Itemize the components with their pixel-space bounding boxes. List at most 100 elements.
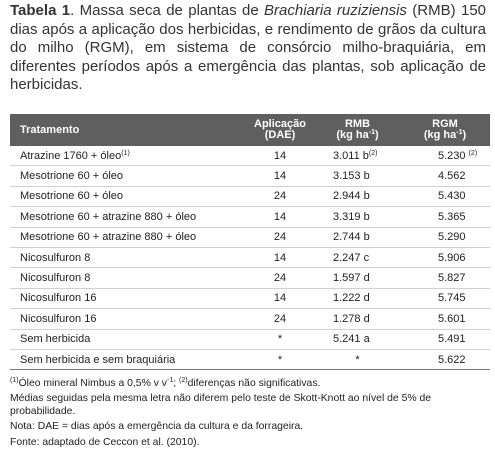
table-cell: 5.241 a <box>315 329 400 350</box>
text: 14 <box>273 210 287 223</box>
table-cell: Nicosulfuron 16 <box>10 308 245 330</box>
text-segment: RMB <box>344 118 371 130</box>
table-cell: 2.744 b <box>315 227 400 248</box>
text: * <box>355 353 360 366</box>
text-segment: -1 <box>166 377 174 384</box>
text-segment: Tabela 1 <box>10 2 71 19</box>
text: 24 <box>273 312 287 325</box>
text: 1.222 d <box>333 292 370 305</box>
footnote: Médias seguidas pela mesma letra não dif… <box>10 393 490 418</box>
text: 5.491 <box>438 333 466 346</box>
table-cell: Sem herbicida <box>10 329 245 350</box>
table-row: Nicosulfuron 8 14 2.247 c 5.906 <box>10 247 490 269</box>
table-row: Mesotrione 60 + atrazine 880 + óleo 14 3.3… <box>10 206 490 228</box>
table-row: Sem herbicida e sem braquiária * * 5.622 <box>10 349 490 371</box>
text-segment: Óleo mineral Nimbus a 0,5% v v <box>18 378 167 389</box>
text: 5.290 <box>438 231 466 244</box>
text: Mesotrione 60 + óleo <box>20 170 124 183</box>
text: 3.319 b <box>333 210 370 223</box>
text: 5.241 a <box>333 333 370 346</box>
text-segment: . Massa seca de plantas de <box>70 2 265 19</box>
table-cell: 5.622 <box>400 349 490 371</box>
text: 5.827 <box>438 272 466 285</box>
table-cell: 5.290 <box>400 227 490 248</box>
text: 5.601 <box>438 312 466 325</box>
text: 1.278 d <box>333 312 370 325</box>
table-cell: 1.597 d <box>315 267 400 289</box>
table-row: Nicosulfuron 16 14 1.222 d 5.745 <box>10 288 490 310</box>
header-cell: RMB (kg ha-1) <box>315 114 400 146</box>
text-segment: ; <box>173 378 179 389</box>
text-segment: (1) <box>121 149 130 157</box>
text-segment: 5.230 <box>438 149 469 162</box>
table-cell: 5.827 <box>400 267 490 289</box>
table-cell: Nicosulfuron 16 <box>10 288 245 310</box>
text: 14 <box>273 292 287 305</box>
table-cell: 14 <box>245 165 315 187</box>
table-cell: 5.906 <box>400 247 490 269</box>
text: * <box>277 333 283 346</box>
table-cell: * <box>245 349 315 371</box>
table-cell: 5.230 (2) <box>400 146 490 167</box>
text-segment: (DAE) <box>264 129 296 141</box>
table-cell: Nicosulfuron 8 <box>10 247 245 269</box>
table-cell: 5.365 <box>400 206 490 228</box>
text: 5.906 <box>438 251 466 264</box>
text-segment: diferenças não significativas. <box>187 378 321 389</box>
text-segment: Aplicação <box>254 118 306 130</box>
text: 2.744 b <box>333 231 370 244</box>
text: 14 <box>273 149 287 162</box>
table-row: Nicosulfuron 16 24 1.278 d 5.601 <box>10 308 490 330</box>
data-table: Tratamento Aplicação (DAE) RMB (kg ha-1) RGM(… <box>10 114 490 371</box>
text-segment: ) <box>462 129 467 141</box>
header-cell: Tratamento <box>10 114 245 146</box>
table-cell: * <box>315 349 400 371</box>
table-cell: 5.745 <box>400 288 490 310</box>
text: Mesotrione 60 + atrazine 880 + óleo <box>20 210 197 223</box>
text-segment: RGM <box>432 118 458 130</box>
text: * <box>277 353 283 366</box>
text: Mesotrione 60 + atrazine 880 + óleo <box>20 231 197 244</box>
text-segment: ) <box>374 129 379 141</box>
text: Mesotrione 60 + óleo <box>20 190 124 203</box>
table-cell: Atrazine 1760 + óleo(1) <box>10 146 245 167</box>
footnotes: (1)Óleo mineral Nimbus a 0,5% v v-1; (2)… <box>10 377 490 452</box>
table-row: Mesotrione 60 + óleo 14 3.153 b 4.562 <box>10 165 490 187</box>
footnote: Fonte: adaptado de Ceccon et al. (2010). <box>10 437 490 449</box>
text-segment: Tratamento <box>20 123 80 136</box>
table-row: Atrazine 1760 + óleo(1) 14 3.011 b(2) 5.230… <box>10 146 490 167</box>
table-cell: 5.491 <box>400 329 490 350</box>
text-segment: Brachiaria ruziziensis <box>264 2 407 19</box>
text: 14 <box>273 251 287 264</box>
table-cell: 24 <box>245 308 315 330</box>
table-cell: 1.278 d <box>315 308 400 330</box>
text: 3.153 b <box>333 170 370 183</box>
text: 4.562 <box>438 170 466 183</box>
table-cell: 14 <box>245 146 315 167</box>
text-segment: 3.011 b <box>333 149 369 162</box>
text: 5.365 <box>438 210 466 223</box>
table-cell: * <box>245 329 315 350</box>
header-cell: Aplicação (DAE) <box>245 114 315 146</box>
text-segment: (1) <box>10 377 19 384</box>
table-cell: 24 <box>245 227 315 248</box>
text-segment: (kg ha <box>336 129 369 141</box>
text: Nicosulfuron 16 <box>20 312 97 325</box>
text: Sem herbicida e sem braquiária <box>20 353 176 366</box>
table-cell: 2.944 b <box>315 186 400 208</box>
text: 1.597 d <box>333 272 370 285</box>
text: 24 <box>273 231 287 244</box>
text: Nicosulfuron 8 <box>20 272 91 285</box>
table-cell: 3.319 b <box>315 206 400 228</box>
text: Nota: DAE = dias após a emergência da cu… <box>10 421 304 433</box>
table-row: Sem herbicida * 5.241 a 5.491 <box>10 329 490 350</box>
table-cell: Sem herbicida e sem braquiária <box>10 349 245 371</box>
table-cell: 5.601 <box>400 308 490 330</box>
table-cell: Mesotrione 60 + atrazine 880 + óleo <box>10 227 245 248</box>
text: 2.944 b <box>333 190 370 203</box>
text-segment: (2) <box>179 377 188 384</box>
table-caption: Tabela 1. Massa seca de plantas de Brach… <box>10 2 486 95</box>
text-segment: (kg ha <box>423 129 457 141</box>
header-row: Tratamento Aplicação (DAE) RMB (kg ha-1) RGM(… <box>10 114 490 146</box>
table-row: Nicosulfuron 8 24 1.597 d 5.827 <box>10 267 490 289</box>
